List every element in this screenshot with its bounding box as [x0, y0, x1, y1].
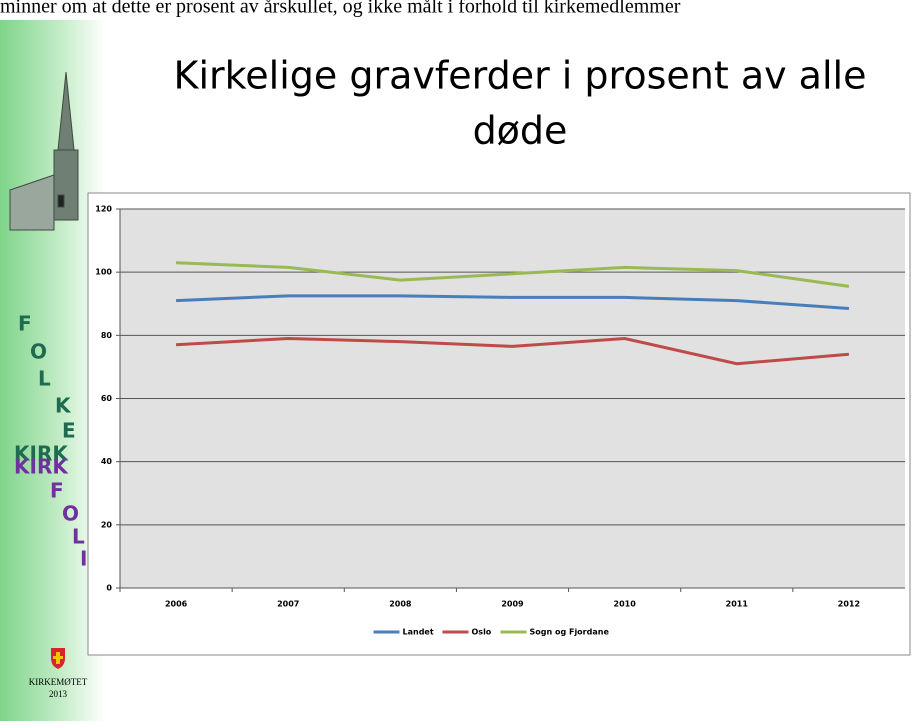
chart-title: Kirkelige gravferder i prosent av alle: [174, 54, 867, 98]
logo-text: 2013: [49, 689, 68, 699]
church: [9, 71, 79, 231]
legend-label: Sogn og Fjordane: [530, 628, 610, 637]
y-tick-label: 40: [101, 457, 113, 466]
sidebar-letter: KIRK: [14, 455, 69, 479]
y-tick-label: 120: [95, 205, 112, 214]
x-tick-label: 2006: [165, 600, 188, 609]
x-tick-label: 2007: [277, 600, 299, 609]
y-tick-label: 80: [101, 331, 113, 340]
sidebar-letter: F: [50, 479, 64, 503]
y-tick-label: 100: [95, 268, 112, 277]
sidebar-letter: L: [72, 525, 85, 549]
sidebar-letter: E: [62, 419, 76, 443]
sidebar-letter: F: [18, 312, 32, 336]
x-tick-label: 2011: [726, 600, 749, 609]
sidebar-letter: O: [62, 502, 79, 526]
sidebar-letter: L: [38, 367, 51, 391]
legend-label: Oslo: [472, 628, 492, 637]
series-line: [176, 294, 850, 310]
x-tick-label: 2012: [838, 600, 860, 609]
series-line: [176, 261, 850, 288]
logo-text: KIRKEMØTET: [29, 677, 88, 687]
sidebar-letter: O: [30, 340, 47, 364]
y-tick-label: 20: [101, 520, 113, 529]
chart: 0 20 40 60 80 100 120 2006 2007 2008 2009 2010 2011 2…: [95, 205, 905, 637]
series-line: [175, 336, 850, 366]
legend-label: Landet: [403, 628, 434, 637]
x-tick-label: 2009: [501, 600, 524, 609]
y-tick-label: 0: [106, 584, 112, 593]
x-tick-label: 2010: [614, 600, 637, 609]
sidebar-letter: KIRK: [14, 442, 69, 466]
y-tick-label: 60: [101, 394, 113, 403]
chart-title: døde: [473, 109, 568, 153]
header-note: minner om at dette er prosent av årskull…: [0, 0, 681, 18]
sidebar-letter: K: [55, 394, 72, 418]
sidebar-letter: I: [80, 547, 87, 571]
x-tick-label: 2008: [389, 600, 412, 609]
logo: KIRKEMØTET 2013: [29, 648, 88, 699]
